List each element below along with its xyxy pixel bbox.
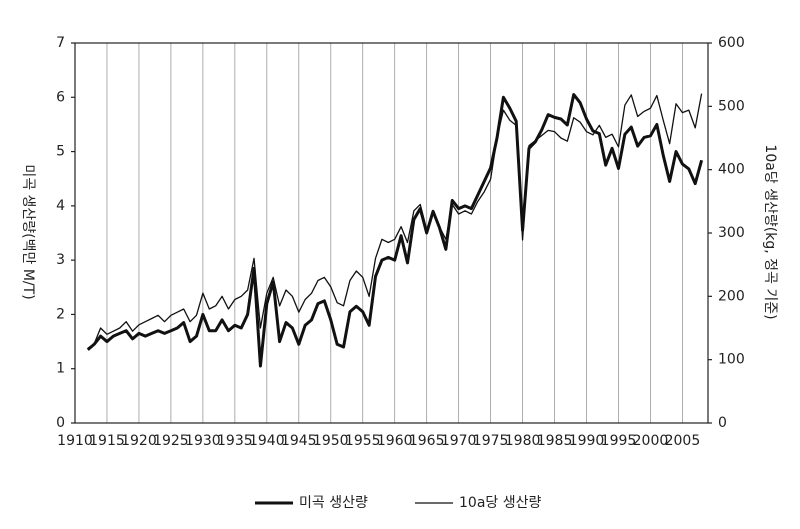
x-tick-label: 1940 [249, 433, 285, 449]
y-tick-label: 6 [56, 89, 65, 105]
x-tick-label: 1970 [441, 433, 477, 449]
y-tick-label: 5 [56, 144, 65, 160]
x-tick-label: 1910 [57, 433, 93, 449]
legend-label: 미곡 생산량 [299, 495, 368, 511]
x-tick-label: 1985 [537, 433, 573, 449]
x-tick-label: 1920 [121, 433, 157, 449]
y2-axis-label: 10a당 생산량(kg, 정곡 기준) [762, 144, 778, 319]
x-tick-label: 1935 [217, 433, 253, 449]
x-tick-label: 1915 [89, 433, 125, 449]
plot-frame [74, 42, 709, 424]
y-tick-label: 1 [56, 361, 65, 377]
y2-tick-label: 500 [718, 98, 745, 114]
x-tick-label: 1980 [505, 433, 541, 449]
y2-tick-label: 600 [718, 35, 745, 51]
series-line [86, 93, 704, 368]
x-tick-label: 1945 [281, 433, 317, 449]
legend-label: 10a당 생산량 [459, 495, 541, 511]
x-tick-label: 1950 [313, 433, 349, 449]
x-tick-label: 2000 [633, 433, 669, 449]
y-tick-label: 2 [56, 306, 65, 322]
y-axis-label: 미곡 생산량(백만 M/T) [20, 164, 36, 299]
y-tick-label: 3 [56, 252, 65, 268]
y2-tick-label: 300 [718, 225, 745, 241]
y2-tick-label: 100 [718, 352, 745, 368]
series-line [87, 93, 703, 349]
x-tick-label: 1990 [569, 433, 605, 449]
x-tick-label: 1975 [473, 433, 509, 449]
y-tick-label: 7 [56, 35, 65, 51]
x-tick-label: 2005 [665, 433, 701, 449]
x-tick-label: 1955 [345, 433, 381, 449]
x-tick-label: 1960 [377, 433, 413, 449]
x-tick-label: 1995 [601, 433, 637, 449]
x-tick-label: 1925 [153, 433, 189, 449]
x-tick-label: 1930 [185, 433, 221, 449]
y2-tick-label: 200 [718, 288, 745, 304]
y2-tick-label: 0 [718, 415, 727, 431]
y-tick-label: 4 [56, 198, 65, 214]
y-tick-label: 0 [56, 415, 65, 431]
x-tick-label: 1965 [409, 433, 445, 449]
y2-tick-label: 400 [718, 162, 745, 178]
